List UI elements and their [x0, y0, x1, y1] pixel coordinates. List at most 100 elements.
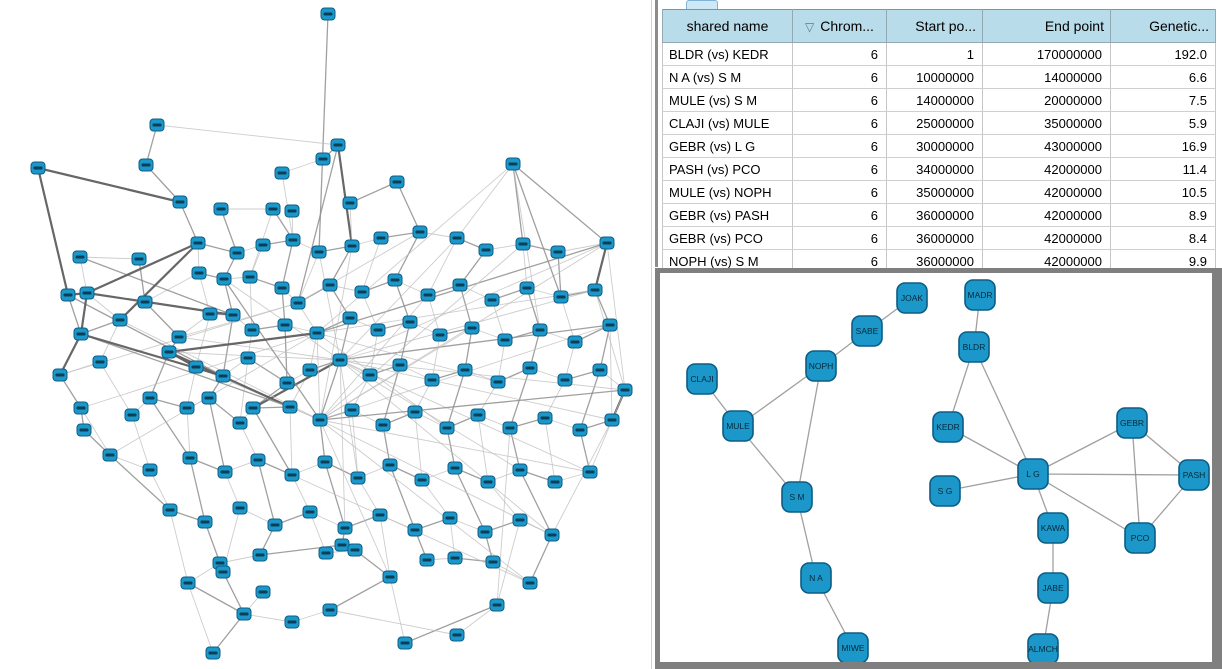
table-tab[interactable]: [686, 0, 718, 10]
network-edge: [369, 329, 379, 376]
network-node[interactable]: [1027, 633, 1059, 662]
node-label-smudge: [373, 328, 383, 332]
network-node[interactable]: [896, 282, 928, 314]
network-node[interactable]: [929, 475, 961, 507]
network-edge: [449, 517, 456, 559]
network-edge: [204, 521, 221, 564]
filtered-network-canvas[interactable]: JOAK SABE NOPH CLAJI MULE S M N A MIWE MADR BLDR K…: [660, 273, 1212, 662]
network-edge: [119, 242, 199, 321]
node-label-smudge: [245, 275, 255, 279]
node-label-smudge: [165, 508, 175, 512]
node-label-smudge: [452, 633, 462, 637]
table-row[interactable]: MULE (vs) S M 6 14000000 20000000 7.5: [662, 88, 1216, 112]
node-label-smudge: [76, 406, 86, 410]
node-label-smudge: [473, 413, 483, 417]
network-node[interactable]: [964, 279, 996, 311]
network-node[interactable]: [1124, 522, 1156, 554]
node-label-smudge: [335, 358, 345, 362]
table-cell: MULE (vs) NOPH: [662, 180, 793, 204]
network-node[interactable]: [958, 331, 990, 363]
node-label-smudge: [175, 200, 185, 204]
network-node[interactable]: [800, 562, 832, 594]
node-label-smudge: [410, 528, 420, 532]
overview-network-canvas[interactable]: [0, 0, 648, 669]
network-node[interactable]: [837, 632, 869, 662]
filter-icon[interactable]: ▽: [805, 20, 815, 34]
table-cell: 170000000: [982, 42, 1111, 66]
network-node[interactable]: [722, 410, 754, 442]
table-cell: BLDR (vs) KEDR: [662, 42, 793, 66]
network-edge: [59, 333, 82, 376]
node-label-smudge: [602, 241, 612, 245]
network-edge: [319, 419, 591, 473]
column-header-0[interactable]: shared name: [662, 9, 793, 43]
network-edge: [551, 419, 613, 536]
column-header-4[interactable]: Genetic...: [1110, 9, 1216, 43]
edge-table-panel: shared name ▽ Chrom... Start po... End point…: [655, 0, 1217, 273]
table-cell: 10000000: [886, 65, 983, 89]
network-edge: [349, 202, 353, 247]
network-edge: [187, 582, 214, 654]
network-node[interactable]: [1116, 407, 1148, 439]
table-cell: 8.9: [1110, 203, 1216, 227]
table-row[interactable]: GEBR (vs) PASH 6 36000000 42000000 8.9: [662, 203, 1216, 227]
network-edge: [189, 457, 206, 523]
network-node[interactable]: [1037, 512, 1069, 544]
table-row[interactable]: MULE (vs) NOPH 6 35000000 42000000 10.5: [662, 180, 1216, 204]
table-row[interactable]: GEBR (vs) PCO 6 36000000 42000000 8.4: [662, 226, 1216, 250]
table-row[interactable]: GEBR (vs) L G 6 30000000 43000000 16.9: [662, 134, 1216, 158]
column-header-3[interactable]: End point: [982, 9, 1111, 43]
network-edge: [178, 336, 341, 361]
table-cell: 6: [792, 157, 887, 181]
node-label-smudge: [253, 458, 263, 462]
network-edge: [319, 389, 626, 421]
network-edge: [496, 427, 511, 606]
node-label-smudge: [95, 360, 105, 364]
network-edge: [319, 243, 524, 421]
node-label: N A: [809, 573, 823, 583]
node-label-smudge: [325, 283, 335, 287]
node-label-smudge: [314, 250, 324, 254]
table-cell: 11.4: [1110, 157, 1216, 181]
table-row[interactable]: PASH (vs) PCO 6 34000000 42000000 11.4: [662, 157, 1216, 181]
network-node[interactable]: [781, 481, 813, 513]
node-label-smudge: [488, 560, 498, 564]
table-row[interactable]: CLAJI (vs) MULE 6 25000000 35000000 5.9: [662, 111, 1216, 135]
table-cell: 6: [792, 180, 887, 204]
column-header-1[interactable]: ▽ Chrom...: [792, 9, 887, 43]
node-label: NOPH: [809, 361, 834, 371]
network-node[interactable]: [1017, 458, 1049, 490]
network-node[interactable]: [851, 315, 883, 347]
node-label-smudge: [277, 171, 287, 175]
network-node[interactable]: [1178, 459, 1210, 491]
network-edge: [512, 163, 524, 245]
table-row[interactable]: BLDR (vs) KEDR 6 1 170000000 192.0: [662, 42, 1216, 66]
node-label: KEDR: [936, 422, 960, 432]
network-node[interactable]: [805, 350, 837, 382]
network-node[interactable]: [932, 411, 964, 443]
node-label-smudge: [365, 373, 375, 377]
network-edge: [36, 167, 70, 296]
panel-splitter[interactable]: [651, 0, 652, 669]
table-cell: 6: [792, 65, 887, 89]
node-label-smudge: [75, 255, 85, 259]
table-cell: 35000000: [886, 180, 983, 204]
table-cell: N A (vs) S M: [662, 65, 793, 89]
node-label-smudge: [145, 396, 155, 400]
table-row[interactable]: N A (vs) S M 6 10000000 14000000 6.6: [662, 65, 1216, 89]
network-edge: [512, 163, 562, 298]
network-edge: [973, 346, 1034, 475]
node-label-smudge: [445, 516, 455, 520]
node-label-smudge: [350, 548, 360, 552]
node-label-smudge: [605, 323, 615, 327]
node-label-smudge: [79, 428, 89, 432]
node-label-smudge: [280, 323, 290, 327]
node-label: CLAJI: [690, 374, 713, 384]
node-label-smudge: [218, 570, 228, 574]
node-label-smudge: [183, 581, 193, 585]
column-header-2[interactable]: Start po...: [886, 9, 983, 43]
node-label-smudge: [287, 473, 297, 477]
network-node[interactable]: [686, 363, 718, 395]
network-node[interactable]: [1037, 572, 1069, 604]
network-edge: [477, 414, 489, 483]
